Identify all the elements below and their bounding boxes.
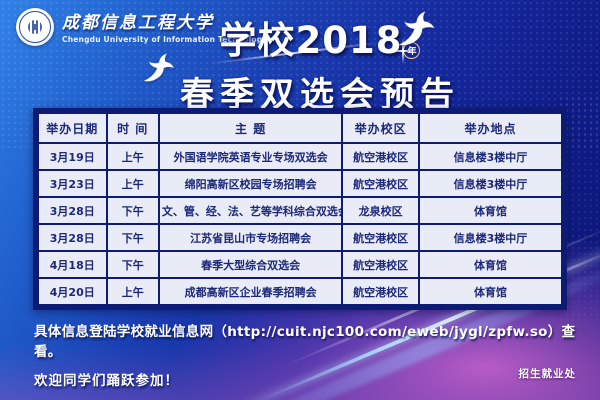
university-seal-icon [16,8,54,46]
table-row: 3月23日 上午 绵阳高新区校园专场招聘会 航空港校区 信息楼3楼中厅 [39,171,561,196]
cell-theme: 春季大型综合双选会 [159,252,342,277]
title-line1-text: 学校2018 [219,19,403,62]
cell-location: 体育馆 [419,252,561,277]
cell-campus: 航空港校区 [343,171,418,196]
cell-campus: 航空港校区 [343,144,418,169]
cell-time: 上午 [107,171,158,196]
table-row: 4月20日 上午 成都高新区企业春季招聘会 航空港校区 体育馆 [39,279,561,304]
poster-title: 学校2018 年 春季双选会预告 [148,10,492,116]
university-name-en: Chengdu University of Information Techno… [62,35,268,44]
university-name-block: 成都信息工程大学 Chengdu University of Informati… [62,8,267,44]
title-line1: 学校2018 年 [220,10,421,64]
cell-campus: 航空港校区 [343,252,418,277]
column-header-theme: 主 题 [159,114,342,142]
schedule-table: 举办日期 时 间 主 题 举办校区 举办地点 3月19日 上午 外国语学院英语专… [33,108,567,310]
cell-campus: 航空港校区 [343,279,418,304]
department-signature: 招生就业处 [518,368,576,380]
cell-campus: 龙泉校区 [343,198,418,223]
table-row: 4月18日 下午 春季大型综合双选会 航空港校区 体育馆 [39,252,561,277]
table-row: 3月19日 上午 外国语学院英语专业专场双选会 航空港校区 信息楼3楼中厅 [39,144,561,169]
cell-location: 体育馆 [419,279,561,304]
cell-date: 4月18日 [39,252,106,277]
cell-time: 上午 [107,279,158,304]
column-header-campus: 举办校区 [343,114,418,142]
schedule-table-container: 举办日期 时 间 主 题 举办校区 举办地点 3月19日 上午 外国语学院英语专… [33,108,567,310]
column-header-date: 举办日期 [39,114,106,142]
cell-theme: 绵阳高新区校园专场招聘会 [159,171,342,196]
cell-theme: 文、管、经、法、艺等学科综合双选会 [159,198,342,223]
cell-theme: 外国语学院英语专业专场双选会 [159,144,342,169]
cell-time: 下午 [107,225,158,250]
university-logo: 成都信息工程大学 Chengdu University of Informati… [16,8,267,46]
cell-time: 下午 [107,198,158,223]
year-badge: 年 [403,42,421,59]
cell-theme: 江苏省昆山市专场招聘会 [159,225,342,250]
cell-date: 3月23日 [39,171,106,196]
header-row: 举办日期 时 间 主 题 举办校区 举办地点 [39,114,561,142]
footer-note: 具体信息登陆学校就业信息网（http://cuit.njc100.com/ewe… [34,320,600,389]
footer-welcome-line: 欢迎同学们踊跃参加！ [34,373,179,389]
table-row: 3月28日 下午 江苏省昆山市专场招聘会 航空港校区 信息楼3楼中厅 [39,225,561,250]
column-header-time: 时 间 [107,114,158,142]
column-header-location: 举办地点 [419,114,561,142]
footer-info-line: 具体信息登陆学校就业信息网（http://cuit.njc100.com/ewe… [34,324,576,360]
cell-time: 上午 [107,144,158,169]
cell-date: 3月28日 [39,225,106,250]
cell-date: 3月19日 [39,144,106,169]
university-name-cn: 成都信息工程大学 [62,13,214,33]
cell-time: 下午 [107,252,158,277]
cell-location: 信息楼3楼中厅 [419,225,561,250]
cell-location: 体育馆 [419,198,561,223]
cell-date: 4月20日 [39,279,106,304]
cell-theme: 成都高新区企业春季招聘会 [159,279,342,304]
cell-date: 3月28日 [39,198,106,223]
cell-campus: 航空港校区 [343,225,418,250]
table-row: 3月28日 下午 文、管、经、法、艺等学科综合双选会 龙泉校区 体育馆 [39,198,561,223]
cell-location: 信息楼3楼中厅 [419,144,561,169]
cell-location: 信息楼3楼中厅 [419,171,561,196]
